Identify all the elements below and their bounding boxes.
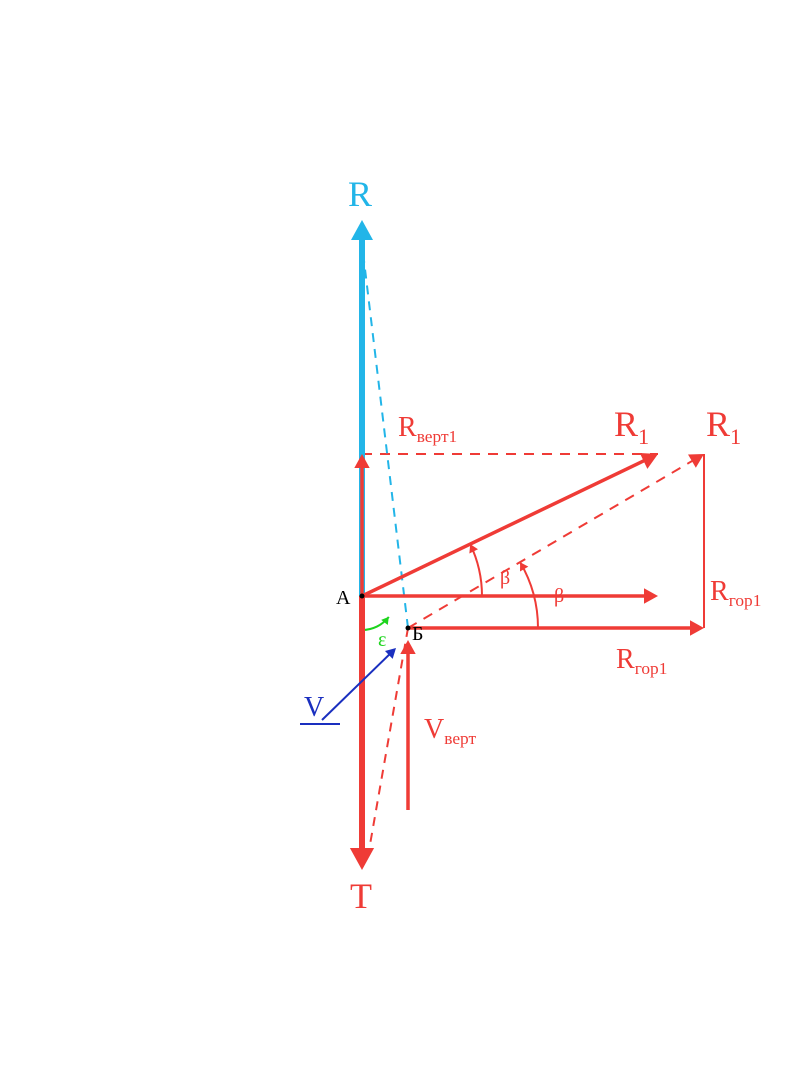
point-B xyxy=(406,626,411,631)
label-beta1: β xyxy=(500,567,510,589)
label-B: Б xyxy=(412,623,423,645)
label-V: V xyxy=(304,692,324,723)
label-A: А xyxy=(336,587,351,609)
label-beta2: β xyxy=(554,585,564,607)
label-T: T xyxy=(350,876,372,916)
label-R: R xyxy=(348,174,372,214)
label-eps: ε xyxy=(378,629,386,651)
vector-diagram: RTR1R1Rверт1Rгор1Rгор1VвертVАБββε xyxy=(0,0,810,1080)
point-A xyxy=(360,594,365,599)
